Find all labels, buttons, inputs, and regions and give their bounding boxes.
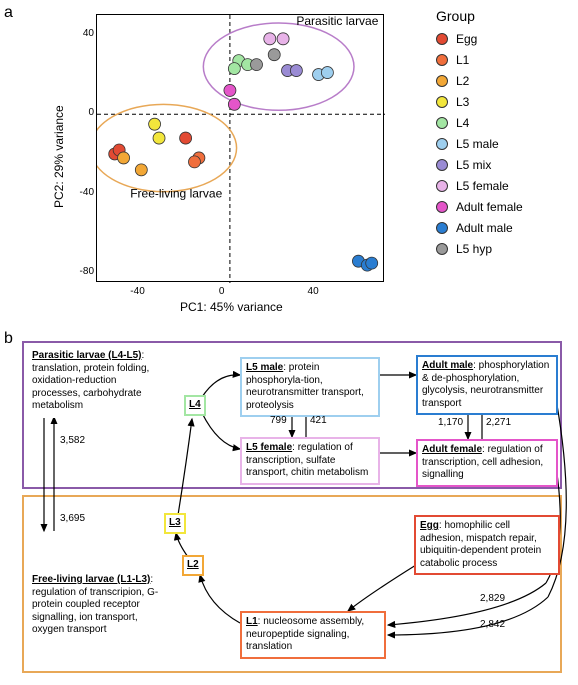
l1-title: L1	[246, 616, 258, 627]
x-tick: 40	[308, 286, 319, 297]
adultmale-box: Adult male: phosphorylation & de-phospho…	[416, 355, 558, 415]
legend-label: L2	[456, 74, 469, 88]
legend-label: L5 male	[456, 137, 499, 151]
plot-area: Parasitic larvae Free-living larvae	[96, 14, 384, 282]
l1-box: L1: nucleosome assembly, neuropeptide si…	[240, 611, 386, 659]
svg-text:Free-living larvae: Free-living larvae	[130, 187, 222, 201]
legend-item: L1	[436, 53, 576, 67]
l2-box: L2	[182, 555, 204, 576]
legend-label: L5 female	[456, 179, 509, 193]
label-2829: 2,829	[480, 593, 505, 604]
legend-label: Adult female	[456, 200, 523, 214]
legend-swatch	[436, 54, 448, 66]
y-tick: 40	[76, 28, 94, 39]
legend-label: L4	[456, 116, 469, 130]
x-axis-label: PC1: 45% variance	[180, 300, 283, 314]
label-799: 799	[270, 415, 287, 426]
legend-title: Group	[436, 8, 576, 24]
l5male-title: L5 male	[246, 362, 283, 373]
plot-svg: Parasitic larvae Free-living larvae	[97, 15, 385, 283]
legend-item: Adult female	[436, 200, 576, 214]
parasitic-box: Parasitic larvae (L4-L5): translation, p…	[26, 345, 166, 418]
l5male-box: L5 male: protein phosphoryla-tion, neuro…	[240, 357, 380, 417]
legend-item: L4	[436, 116, 576, 130]
label-1170: 1,170	[438, 417, 463, 428]
egg-text: : homophilic cell adhesion, mispatch rep…	[420, 520, 541, 569]
adultfemale-title: Adult female	[422, 444, 482, 455]
l4-title: L4	[189, 399, 201, 410]
l5female-title: L5 female	[246, 442, 292, 453]
x-tick: 0	[219, 286, 225, 297]
legend-item: L3	[436, 95, 576, 109]
legend-swatch	[436, 159, 448, 171]
pca-chart: Parasitic larvae Free-living larvae PC2: …	[40, 8, 420, 318]
legend-swatch	[436, 33, 448, 45]
parasitic-title: Parasitic larvae (L4-L5)	[32, 350, 142, 361]
l5female-box: L5 female: regulation of transcription, …	[240, 437, 380, 485]
legend-label: L1	[456, 53, 469, 67]
freeliving-box: Free-living larvae (L1-L3): regulation o…	[26, 569, 174, 642]
legend-item: L5 mix	[436, 158, 576, 172]
label-2271: 2,271	[486, 417, 511, 428]
legend-label: L5 mix	[456, 158, 491, 172]
l3-box: L3	[164, 513, 186, 534]
label-2842: 2,842	[480, 619, 505, 630]
l4-box: L4	[184, 395, 206, 416]
adultfemale-box: Adult female: regulation of transcriptio…	[416, 439, 558, 487]
freeliving-title: Free-living larvae (L1-L3)	[32, 574, 150, 585]
legend-label: Egg	[456, 32, 477, 46]
legend-swatch	[436, 96, 448, 108]
x-tick: -40	[130, 286, 144, 297]
legend-swatch	[436, 201, 448, 213]
legend-label: Adult male	[456, 221, 513, 235]
egg-box: Egg: homophilic cell adhesion, mispatch …	[414, 515, 560, 575]
legend-swatch	[436, 180, 448, 192]
l1-text: : nucleosome assembly, neuropeptide sign…	[246, 616, 364, 652]
egg-title: Egg	[420, 520, 439, 531]
l3-title: L3	[169, 517, 181, 528]
diagram: Parasitic larvae (L4-L5): translation, p…	[8, 335, 568, 675]
label-3695: 3,695	[60, 513, 85, 524]
legend-label: L5 hyp	[456, 242, 492, 256]
legend-label: L3	[456, 95, 469, 109]
legend-swatch	[436, 222, 448, 234]
legend-item: L5 male	[436, 137, 576, 151]
legend-item: L2	[436, 74, 576, 88]
y-tick: 0	[76, 107, 94, 118]
adultmale-title: Adult male	[422, 360, 473, 371]
l2-title: L2	[187, 559, 199, 570]
svg-text:Parasitic larvae: Parasitic larvae	[296, 15, 378, 28]
y-axis-label: PC2: 29% variance	[52, 105, 66, 208]
legend: Group Egg L1 L2 L3 L4 L5 male L5 mix L5 female A…	[436, 8, 576, 263]
legend-item: L5 hyp	[436, 242, 576, 256]
label-3582: 3,582	[60, 435, 85, 446]
legend-swatch	[436, 75, 448, 87]
legend-swatch	[436, 138, 448, 150]
legend-item: Egg	[436, 32, 576, 46]
y-tick: -80	[76, 266, 94, 277]
legend-item: L5 female	[436, 179, 576, 193]
legend-swatch	[436, 117, 448, 129]
label-421: 421	[310, 415, 327, 426]
y-tick: -40	[76, 187, 94, 198]
legend-item: Adult male	[436, 221, 576, 235]
panel-a-label: a	[4, 4, 13, 22]
legend-swatch	[436, 243, 448, 255]
